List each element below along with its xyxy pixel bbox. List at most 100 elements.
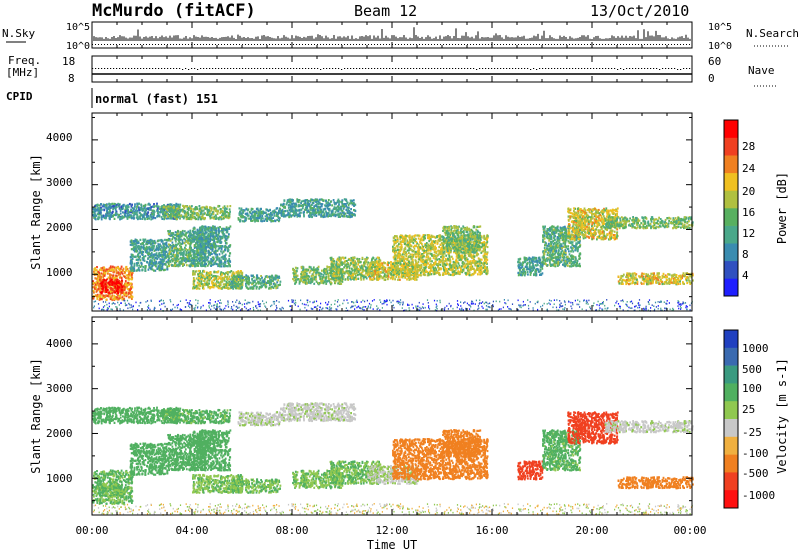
power-cell [169, 250, 171, 253]
power-cell [338, 203, 340, 206]
power-cell [121, 298, 124, 301]
power-cell [160, 216, 163, 219]
power-cell [96, 288, 99, 291]
nave-dot [569, 68, 571, 69]
power-cell [209, 240, 212, 243]
nsearch-dot [359, 44, 360, 45]
power-cell [176, 232, 179, 235]
power-cell [151, 268, 154, 271]
power-cell [99, 207, 101, 210]
power-cell [262, 284, 265, 287]
nsearch-dot [350, 44, 351, 45]
power-cell [125, 269, 127, 272]
power-cell [146, 243, 148, 246]
power-cell [204, 207, 207, 210]
nsearch-dot [170, 44, 171, 45]
power-cell [342, 204, 345, 208]
nsearch-dot [638, 44, 639, 45]
power-cell [122, 298, 125, 301]
power-cell [219, 226, 221, 229]
power-cell [142, 242, 144, 245]
power-cell [280, 210, 283, 213]
power-cell [150, 206, 152, 209]
power-cell [319, 198, 321, 201]
power-cell [157, 206, 159, 209]
power-cell [116, 285, 119, 288]
power-cell [169, 234, 172, 237]
power-cell [151, 257, 154, 260]
nsearch-dot [254, 44, 255, 45]
nave-dot [128, 68, 130, 69]
nsearch-dot [557, 44, 558, 45]
power-cell [148, 245, 151, 249]
power-cell [125, 291, 128, 294]
power-cell [113, 202, 116, 205]
power-cell [349, 215, 352, 218]
nave-dot [413, 68, 415, 69]
power-cell [228, 215, 230, 218]
power-cell [276, 218, 278, 222]
power-cell [112, 206, 115, 209]
power-cell [130, 278, 133, 281]
power-cell [130, 260, 133, 263]
nave-dot [398, 68, 400, 69]
power-cell [311, 215, 313, 219]
power-cell [217, 281, 220, 284]
nave-dot [680, 69, 682, 70]
power-cell [306, 206, 308, 209]
power-cell [213, 227, 216, 230]
power-cell [269, 277, 271, 280]
power-cell [140, 203, 142, 206]
power-cell [105, 279, 108, 282]
nave-dot [593, 68, 595, 69]
power-cell [170, 255, 172, 258]
power-cell [101, 296, 104, 299]
nave-dot [227, 68, 229, 69]
power-cell [96, 213, 99, 216]
power-cell [190, 259, 193, 262]
nave-dot [425, 68, 427, 69]
nsearch-dot [110, 44, 111, 45]
power-cell [159, 264, 161, 267]
power-cell [129, 282, 132, 285]
nsearch-dot [113, 44, 114, 45]
power-cell [109, 203, 112, 206]
power-cell [193, 227, 196, 230]
nsearch-dot [311, 44, 312, 45]
power-cell [173, 255, 176, 258]
nave-dot [488, 68, 490, 69]
power-cell [166, 211, 168, 214]
power-cell [195, 277, 198, 280]
power-cell [125, 274, 128, 277]
power-cell [151, 264, 154, 267]
power-cell [260, 211, 263, 214]
power-cell [275, 214, 278, 217]
power-cell [225, 257, 227, 260]
nsearch-dot [362, 44, 363, 45]
power-cell [219, 277, 222, 280]
power-cell [207, 260, 210, 263]
power-cell [192, 208, 195, 211]
nsearch-dot [134, 44, 135, 45]
nave-dot [341, 69, 343, 70]
nsearch-tick-top: 10^5 [708, 22, 732, 33]
power-cell [171, 264, 174, 267]
power-cell [199, 226, 201, 229]
power-cell [288, 215, 291, 218]
power-cell [159, 258, 162, 261]
power-cell [322, 215, 325, 219]
power-cell [171, 260, 174, 263]
power-cell [193, 280, 196, 283]
nsearch-dot [194, 44, 195, 45]
power-cell [134, 203, 136, 206]
power-cell [221, 231, 224, 234]
power-cell [175, 213, 178, 216]
power-cell [200, 218, 203, 221]
power-cell [150, 213, 152, 217]
nave-dot [446, 68, 448, 69]
power-cell [118, 205, 120, 208]
nave-dot [479, 68, 481, 69]
power-cell [151, 247, 154, 250]
power-cell [217, 278, 219, 281]
power-cell [137, 267, 140, 270]
